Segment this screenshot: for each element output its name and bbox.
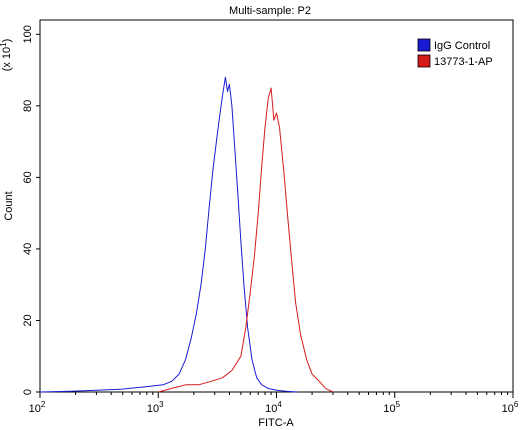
y-tick-label: 0 [22,389,34,395]
chart-title: Multi-sample: P2 [229,5,311,17]
y-tick-label: 40 [22,243,34,255]
y-multiplier-exponent: 1 [0,42,8,47]
x-tick-label: 106 [502,400,519,415]
legend-swatch-13773-1-ap [417,54,431,68]
series-line-igg-control [39,76,298,393]
legend-label-igg-control: IgG Control [434,40,490,52]
y-tick-label: 60 [22,171,34,183]
series-layer [39,76,334,393]
legend-label-13773-1-ap: 13773-1-AP [434,56,493,68]
x-axis-label: FITC-A [258,417,294,429]
x-tick-label: 105 [383,400,400,415]
svg-text:(x 101): (x 101) [0,39,13,72]
x-axis-ticks: 102 103 104 105 106 [29,392,519,415]
legend: IgG Control 13773-1-AP [417,38,493,68]
y-multiplier-text: (x 10 [1,47,13,71]
y-tick-label: 20 [22,314,34,326]
plot-area [39,19,514,393]
series-line-13773-1-ap [158,87,334,393]
y-axis-ticks: 0 20 40 60 80 100 [22,25,40,395]
y-axis-multiplier: (x 101) [0,39,13,72]
x-tick-label: 103 [147,400,164,415]
y-tick-label: 100 [22,25,34,43]
legend-swatch-igg-control [417,38,431,52]
x-tick-label: 104 [265,400,282,415]
x-tick-label: 102 [29,400,46,415]
y-multiplier-close: ) [1,39,13,43]
y-axis-label: Count [3,191,15,220]
y-tick-label: 80 [22,100,34,112]
